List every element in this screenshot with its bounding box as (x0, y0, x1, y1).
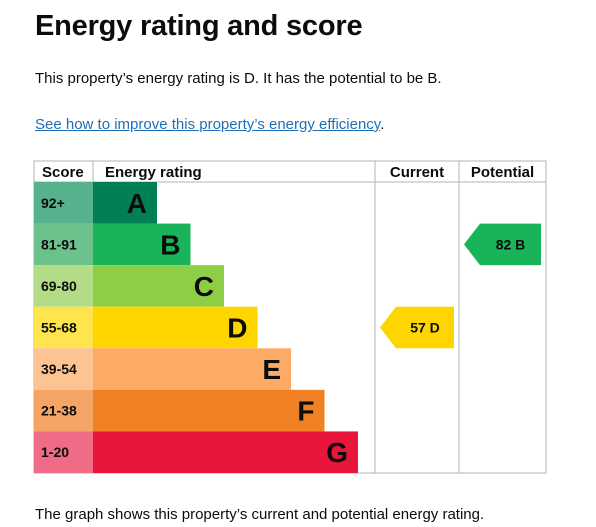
score-range-e: 39-54 (41, 361, 77, 377)
score-range-c: 69-80 (41, 278, 77, 294)
current-arrow (380, 306, 454, 349)
band-bar-c (93, 265, 224, 307)
improve-efficiency-link[interactable]: See how to improve this property’s energ… (35, 116, 381, 133)
improve-link-line: See how to improve this property’s energ… (35, 116, 384, 133)
score-range-a: 92+ (41, 195, 65, 211)
band-letter-d: D (227, 313, 247, 344)
band-letter-f: F (297, 396, 314, 427)
header-energy-rating: Energy rating (105, 164, 202, 181)
link-suffix: . (380, 116, 385, 133)
score-cell-b (34, 223, 93, 266)
score-cell-a (34, 182, 93, 224)
potential-arrow (464, 223, 541, 266)
header-potential: Potential (471, 164, 534, 181)
band-bar-b (93, 223, 191, 266)
potential-rating-label: 82 B (496, 236, 526, 252)
band-letter-e: E (262, 354, 281, 385)
band-letter-c: C (194, 271, 214, 302)
score-cell-e (34, 348, 93, 390)
header-score: Score (42, 164, 84, 181)
page-title: Energy rating and score (35, 10, 363, 42)
band-bar-d (93, 306, 258, 349)
score-cell-g (34, 431, 93, 473)
band-letter-b: B (160, 229, 180, 260)
score-range-d: 55-68 (41, 320, 77, 336)
current-rating-label: 57 D (410, 320, 440, 336)
band-bar-g (93, 431, 358, 473)
score-range-f: 21-38 (41, 403, 77, 419)
rating-summary: This property’s energy rating is D. It h… (35, 70, 442, 87)
score-cell-d (34, 306, 93, 349)
band-bar-a (93, 182, 157, 224)
score-cell-f (34, 389, 93, 432)
band-letter-g: G (326, 437, 348, 468)
score-range-g: 1-20 (41, 444, 69, 460)
score-range-b: 81-91 (41, 236, 77, 252)
score-cell-c (34, 265, 93, 307)
band-bar-f (93, 389, 325, 432)
band-bar-e (93, 348, 291, 390)
header-current: Current (390, 164, 444, 181)
band-letter-a: A (127, 188, 147, 219)
graph-description: The graph shows this property’s current … (35, 506, 485, 523)
